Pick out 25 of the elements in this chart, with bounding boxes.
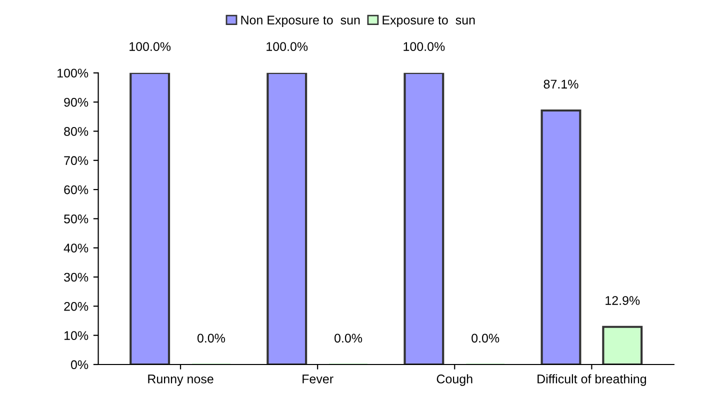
y-tick-label: 90% — [64, 98, 88, 107]
data-label: 12.9% — [606, 296, 640, 305]
y-tick-label: 0% — [70, 360, 88, 370]
x-tick-label: Runny nose — [148, 374, 214, 386]
legend-label: Exposure to sun — [382, 16, 475, 27]
y-tick-label: 10% — [64, 331, 88, 340]
data-label: 100.0% — [130, 42, 171, 51]
y-tick-label: 100% — [58, 68, 88, 78]
data-label: 87.1% — [544, 80, 578, 89]
y-tick-label: 70% — [64, 156, 88, 166]
data-label: 0.0% — [197, 334, 226, 343]
y-tick-label: 30% — [64, 272, 88, 282]
legend-label: Non Exposure to sun — [241, 16, 360, 27]
data-label: 100.0% — [266, 42, 308, 51]
y-tick-label: 60% — [64, 185, 88, 194]
y-tick-label: 40% — [64, 244, 88, 253]
data-label: 100.0% — [404, 42, 445, 51]
x-tick-label: Cough — [436, 374, 472, 386]
data-label: 0.0% — [472, 334, 500, 343]
y-tick-label: 80% — [64, 127, 88, 136]
x-tick-label: Difficult of breathing — [538, 374, 646, 386]
data-label: 0.0% — [334, 334, 362, 343]
x-tick-label: Fever — [302, 374, 334, 384]
y-tick-label: 20% — [64, 302, 88, 311]
y-tick-label: 50% — [64, 214, 88, 224]
